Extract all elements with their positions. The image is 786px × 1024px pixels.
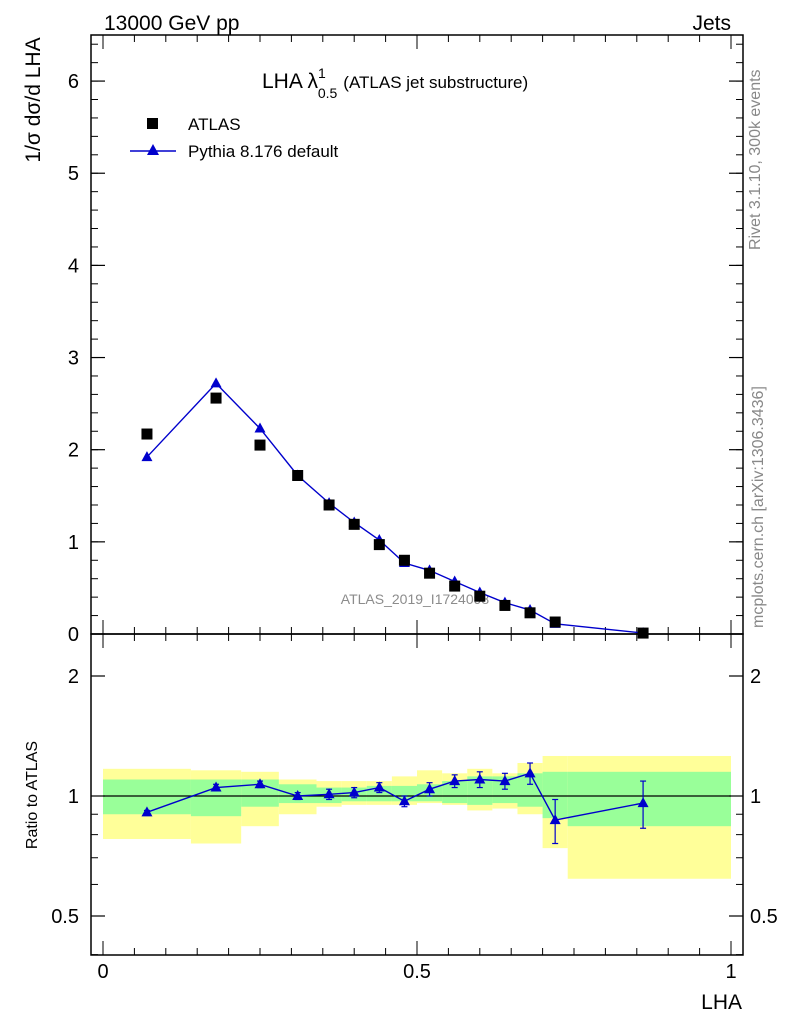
main-ytick-label-2: 2 (68, 440, 79, 462)
ratio-point (474, 773, 486, 784)
ratio-ytick-label: 1 (68, 786, 79, 808)
watermark: ATLAS_2019_I1724098 (341, 591, 490, 607)
ratio-point (254, 778, 266, 789)
atlas-point (292, 469, 304, 481)
ratio-point (637, 797, 649, 808)
ratio-xlabel: LHA (701, 991, 742, 1014)
ratio-point (373, 781, 385, 792)
ratio-point (348, 786, 360, 797)
ratio-point (210, 781, 222, 792)
ratio-xtick-label: 0.5 (403, 961, 431, 983)
ratio-xtick-label: 1 (725, 961, 736, 983)
mcplots-label: mcplots.cern.ch [arXiv:1306.3436] (750, 386, 767, 628)
atlas-point (549, 616, 561, 628)
ratio-ytick-label-right: 0.5 (750, 906, 778, 928)
atlas-point (323, 499, 335, 511)
atlas-point (348, 518, 360, 530)
atlas-point (210, 392, 222, 404)
main-ytick-label-4: 4 (68, 255, 79, 277)
legend-pythia-label: Pythia 8.176 default (188, 142, 339, 161)
atlas-point (254, 439, 266, 451)
main-ytick-label-6: 6 (68, 71, 79, 93)
header-right: Jets (692, 12, 731, 35)
pythia-main-point (210, 377, 222, 388)
ratio-xtick-label: 0 (97, 961, 108, 983)
atlas-point (499, 599, 511, 611)
legend-atlas-marker (147, 118, 158, 129)
ratio-ytick-label-right: 2 (750, 666, 761, 688)
ratio-point (449, 775, 461, 786)
atlas-point (449, 580, 461, 592)
ratio-point (424, 783, 436, 794)
ratio-ylabel: Ratio to ATLAS (24, 741, 41, 849)
atlas-point (474, 590, 486, 602)
ratio-point (549, 814, 561, 825)
main-title: LHA λ1 0.5(ATLAS jet substructure) (262, 65, 528, 101)
atlas-point (373, 539, 385, 551)
atlas-point (637, 627, 649, 639)
atlas-point (424, 567, 436, 579)
main-ylabel-text: 1/σ dσ/d LHA (22, 37, 45, 162)
ratio-ytick-label: 2 (68, 666, 79, 688)
ratio-point (499, 775, 511, 786)
ratio-panel: 0.5 0.5 1 1 2 2 0 0.5 1 LHA Ratio to ATLAS (24, 633, 778, 1014)
green-band (567, 771, 731, 827)
atlas-point (141, 428, 153, 440)
atlas-point (398, 554, 410, 566)
green-band (366, 785, 392, 802)
ratio-point (524, 767, 536, 778)
main-ytick-label-0: 0 (68, 624, 79, 646)
atlas-point (524, 607, 536, 619)
rivet-label: Rivet 3.1.10, 300k events (747, 69, 764, 250)
legend-atlas-label: ATLAS (188, 115, 241, 134)
ratio-point (292, 790, 304, 800)
pythia-main-point (141, 451, 153, 462)
ratio-point (398, 795, 410, 806)
main-panel: 0 1 2 3 4 5 6 LHA λ1 0.5(ATLAS jet substructure)… (68, 34, 744, 646)
ratio-ytick-label: 0.5 (51, 906, 79, 928)
main-ytick-label-3: 3 (68, 348, 79, 370)
ratio-ytick-label-right: 1 (750, 786, 761, 808)
main-ylabel: 1/σ dσ/d LHA (22, 37, 45, 162)
pythia-main-point (254, 422, 266, 433)
main-ytick-label-1: 1 (68, 532, 79, 554)
main-ylabel-value: 1/σ dσ/d LHA (22, 37, 45, 162)
legend-pythia-marker (147, 144, 159, 155)
green-band (442, 781, 468, 804)
header-left: 13000 GeV pp (104, 12, 239, 35)
main-ytick-label-5: 5 (68, 163, 79, 185)
ratio-point (141, 806, 153, 817)
ratio-point (323, 788, 335, 799)
